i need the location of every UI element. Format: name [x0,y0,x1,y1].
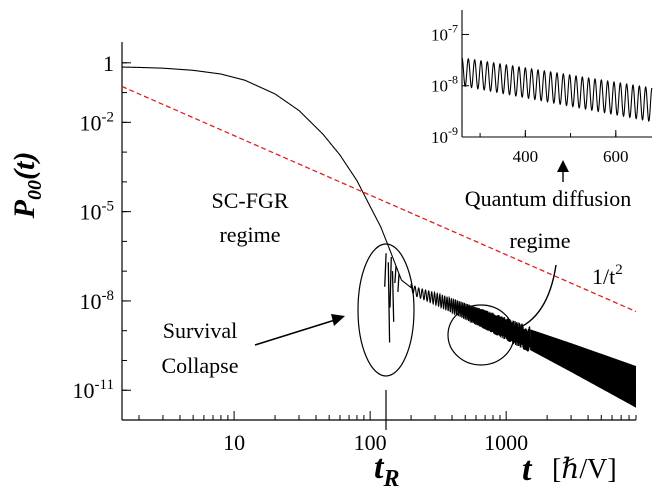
collapse-spike [389,256,392,308]
inset-x-tick-label: 400 [513,147,539,166]
inset-chart: 400 600 10-7 10-8 10-9 [430,8,653,166]
x-tick-label: 100 [354,430,387,455]
survival-label: Survival [163,318,238,343]
t-r-label: tR [374,449,399,492]
inset-arrowhead [557,160,569,172]
sc-fgr-label: SC-FGR [211,188,288,213]
inset-y-tick-label: 10-9 [431,124,458,147]
y-tick-label: 10-11 [73,377,114,403]
collapse-spike [391,271,395,322]
main-series [121,66,637,408]
power-law-line [121,85,637,313]
x-axis-label: t [522,451,533,488]
x-axis-units: [ℏ/V] [552,454,617,485]
labels: P00(t) t [ℏ/V] tR SC-FGR regime Quantum … [8,152,631,492]
quantum-diffusion-label: Quantum diffusion [465,186,631,211]
diffusion-arrow [513,264,557,331]
overlays [254,160,569,430]
collapse-ellipse [357,243,415,377]
main-axes [121,42,636,421]
inset-x-tick-label: 600 [603,147,629,166]
oscillation-band [530,329,636,408]
sc-fgr-regime-label: regime [219,222,280,247]
inset-series [461,57,653,123]
collapse-spike [397,274,400,293]
collapse-label: Collapse [162,353,239,378]
quantum-diffusion-regime-label: regime [509,228,570,253]
y-tick-label: 10-8 [80,288,115,314]
main-ticks: 10 100 1000 1 10-2 10-5 10-8 10-11 [73,51,637,455]
collapse-spike [394,265,397,284]
inset-y-tick-label: 10-8 [431,73,458,96]
y-tick-label: 10-5 [80,199,115,225]
y-tick-label: 10-2 [80,109,115,135]
inset-y-tick-label: 10-7 [431,21,458,44]
one-over-t2-label: 1/t2 [592,262,623,289]
x-tick-label: 10 [223,430,245,455]
collapse-spike [387,262,391,343]
collapse-arrowhead [331,314,345,326]
y-axis-label: P00(t) [8,152,46,220]
inset-oscillation-curve [461,57,653,123]
diffusion-ellipse [447,304,515,366]
y-tick-label: 1 [103,51,114,76]
collapse-spike [384,253,387,287]
collapse-arrow [254,319,336,346]
x-tick-label: 1000 [484,430,528,455]
inset-ticks: 400 600 10-7 10-8 10-9 [431,21,629,166]
inset-axes [461,10,652,138]
